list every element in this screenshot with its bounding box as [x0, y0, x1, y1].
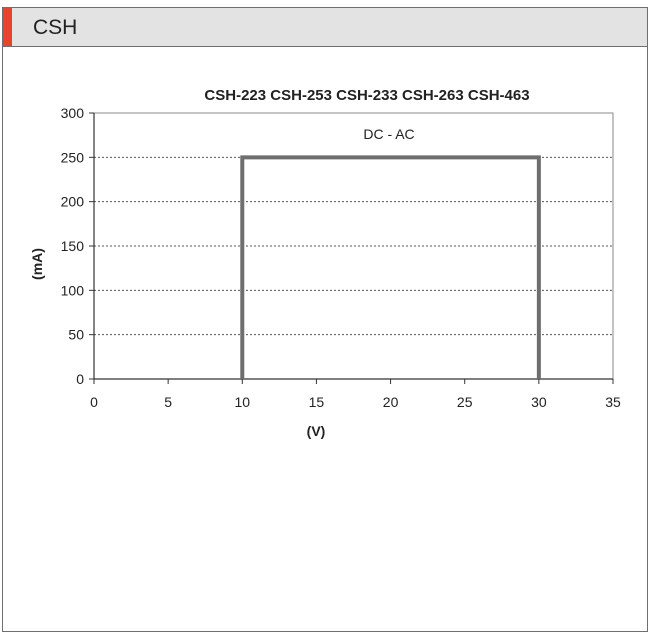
axes [89, 112, 614, 384]
y-axis-label: (mA) [29, 248, 45, 280]
y-tick-label-200: 200 [61, 194, 85, 210]
x-tick-label-25: 25 [457, 394, 473, 410]
x-tick-label-10: 10 [234, 394, 250, 410]
y-tick-label-250: 250 [61, 149, 85, 165]
x-tick-label-20: 20 [383, 394, 399, 410]
grid-lines [94, 112, 613, 336]
y-tick-label-100: 100 [61, 282, 85, 298]
x-axis-label: (V) [307, 423, 326, 439]
series-layer [240, 155, 541, 380]
annotation-dc-ac: DC - AC [363, 126, 414, 142]
series-line-0 [240, 155, 541, 379]
x-tick-label-15: 15 [309, 394, 325, 410]
section-title: CSH [33, 16, 78, 39]
x-tick-label-0: 0 [90, 394, 98, 410]
x-tick-label-30: 30 [531, 394, 547, 410]
x-tick-labels: 0 5 10 15 20 25 30 35 [90, 394, 621, 410]
y-tick-label-300: 300 [61, 105, 85, 121]
y-tick-labels: 0 50 100 150 200 250 300 [61, 105, 85, 387]
chart-title: CSH-223 CSH-253 CSH-233 CSH-263 CSH-463 [204, 87, 529, 104]
x-tick-label-35: 35 [605, 394, 621, 410]
accent-bar [3, 8, 12, 46]
y-tick-label-150: 150 [61, 238, 85, 254]
x-tick-label-5: 5 [164, 394, 172, 410]
content-panel [2, 7, 648, 632]
y-tick-label-0: 0 [76, 371, 84, 387]
section-header: CSH [2, 7, 648, 47]
y-tick-label-50: 50 [68, 327, 84, 343]
